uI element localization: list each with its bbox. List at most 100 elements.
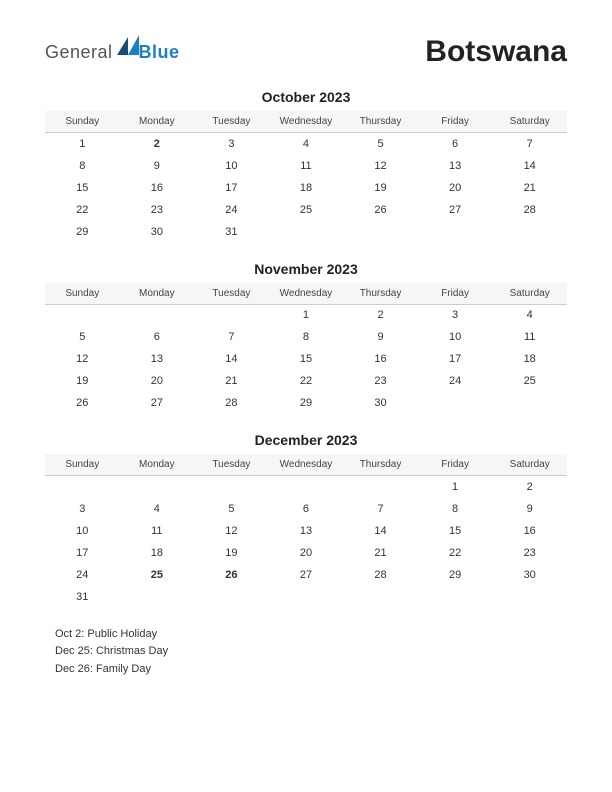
calendar-cell: 18 (269, 177, 344, 199)
logo-text-general: General (45, 42, 113, 63)
calendar-row: 15161718192021 (45, 177, 567, 199)
calendar-cell: 13 (418, 155, 493, 177)
calendar-cell: 12 (194, 520, 269, 542)
calendar-cell: 30 (492, 564, 567, 586)
calendar-table: SundayMondayTuesdayWednesdayThursdayFrid… (45, 111, 567, 243)
calendar-cell: 22 (45, 199, 120, 221)
calendar-cell: 14 (194, 348, 269, 370)
calendar-cell: 11 (120, 520, 195, 542)
calendar-cell: 27 (418, 199, 493, 221)
calendar-cell: 12 (343, 155, 418, 177)
calendar-cell: 18 (492, 348, 567, 370)
calendar-cell: 31 (194, 221, 269, 243)
calendar-month: October 2023SundayMondayTuesdayWednesday… (45, 89, 567, 243)
calendar-row: 31 (45, 586, 567, 608)
calendar-cell: 5 (194, 498, 269, 520)
country-title: Botswana (425, 35, 567, 69)
calendar-cell: 17 (418, 348, 493, 370)
calendar-cell: 27 (269, 564, 344, 586)
calendar-cell: 31 (45, 586, 120, 608)
calendar-cell: 4 (120, 498, 195, 520)
calendar-cell: 30 (343, 392, 418, 414)
calendar-cell (343, 586, 418, 608)
calendar-row: 17181920212223 (45, 542, 567, 564)
calendar-cell: 8 (269, 326, 344, 348)
calendar-month: November 2023SundayMondayTuesdayWednesda… (45, 261, 567, 415)
calendar-cell: 9 (343, 326, 418, 348)
calendar-row: 22232425262728 (45, 199, 567, 221)
calendar-cell: 12 (45, 348, 120, 370)
calendar-cell: 22 (418, 542, 493, 564)
calendar-cell: 20 (418, 177, 493, 199)
calendar-cell: 17 (194, 177, 269, 199)
calendar-cell (45, 304, 120, 326)
calendar-cell: 15 (269, 348, 344, 370)
calendar-cell: 2 (492, 476, 567, 498)
calendar-cell: 8 (418, 498, 493, 520)
calendar-cell: 10 (418, 326, 493, 348)
weekday-header: Saturday (492, 111, 567, 133)
calendar-cell: 14 (492, 155, 567, 177)
weekday-header: Wednesday (269, 283, 344, 305)
calendar-cell: 16 (492, 520, 567, 542)
calendar-cell: 2 (343, 304, 418, 326)
calendar-cell: 6 (120, 326, 195, 348)
calendar-cell: 21 (492, 177, 567, 199)
calendar-cell: 23 (492, 542, 567, 564)
calendar-cell: 19 (45, 370, 120, 392)
calendar-cell: 11 (492, 326, 567, 348)
calendar-row: 891011121314 (45, 155, 567, 177)
calendar-cell: 29 (45, 221, 120, 243)
calendar-cell: 24 (418, 370, 493, 392)
logo: General Blue (45, 42, 180, 63)
calendar-cell: 27 (120, 392, 195, 414)
calendar-cell (45, 476, 120, 498)
weekday-header: Wednesday (269, 454, 344, 476)
calendar-row: 2627282930 (45, 392, 567, 414)
weekday-header: Wednesday (269, 111, 344, 133)
calendar-cell: 16 (343, 348, 418, 370)
calendar-month: December 2023SundayMondayTuesdayWednesda… (45, 432, 567, 608)
weekday-header: Monday (120, 111, 195, 133)
calendar-row: 567891011 (45, 326, 567, 348)
holiday-entry: Dec 25: Christmas Day (55, 643, 567, 661)
weekday-header: Saturday (492, 283, 567, 305)
calendar-cell (120, 586, 195, 608)
calendar-cell: 24 (45, 564, 120, 586)
calendar-cell: 1 (418, 476, 493, 498)
calendar-cell (492, 221, 567, 243)
weekday-header: Monday (120, 454, 195, 476)
weekday-header: Sunday (45, 454, 120, 476)
calendar-cell: 5 (343, 133, 418, 155)
calendar-cell: 10 (194, 155, 269, 177)
calendar-cell: 14 (343, 520, 418, 542)
calendar-cell (194, 304, 269, 326)
calendar-cell (492, 586, 567, 608)
calendar-cell (120, 476, 195, 498)
calendar-cell: 11 (269, 155, 344, 177)
calendar-cell (343, 476, 418, 498)
calendar-row: 10111213141516 (45, 520, 567, 542)
calendar-cell: 26 (194, 564, 269, 586)
weekday-header: Tuesday (194, 111, 269, 133)
logo-icon (117, 35, 139, 55)
weekday-header: Friday (418, 283, 493, 305)
calendar-cell (269, 221, 344, 243)
calendar-cell: 29 (269, 392, 344, 414)
calendar-cell: 5 (45, 326, 120, 348)
calendar-cell: 26 (343, 199, 418, 221)
calendar-cell: 10 (45, 520, 120, 542)
calendar-cell: 17 (45, 542, 120, 564)
calendar-cell: 6 (269, 498, 344, 520)
calendar-cell: 1 (45, 133, 120, 155)
calendar-cell: 25 (120, 564, 195, 586)
calendar-cell: 3 (418, 304, 493, 326)
calendar-cell: 2 (120, 133, 195, 155)
calendar-row: 1234567 (45, 133, 567, 155)
calendar-table: SundayMondayTuesdayWednesdayThursdayFrid… (45, 283, 567, 415)
calendar-cell (194, 586, 269, 608)
logo-text-blue: Blue (139, 42, 180, 63)
calendar-cell: 19 (343, 177, 418, 199)
calendar-cell: 28 (492, 199, 567, 221)
calendar-cell: 28 (343, 564, 418, 586)
